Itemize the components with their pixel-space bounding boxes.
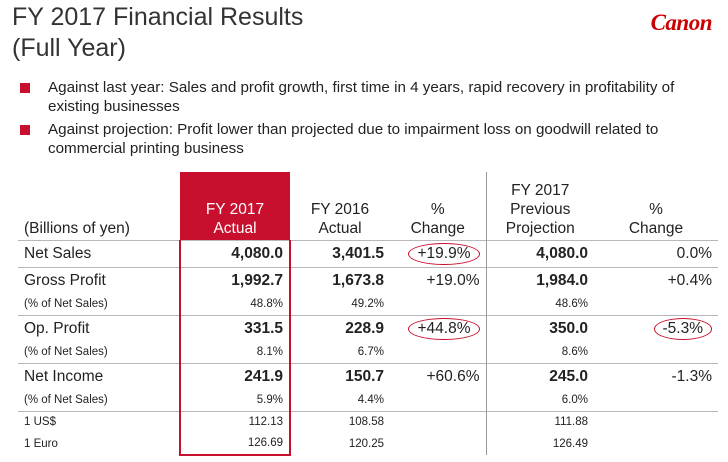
cell-projection: 1,984.0	[485, 267, 594, 294]
table-row-euro-rate: 1 Euro 126.69 120.25 126.49	[18, 433, 718, 456]
bullet-square-icon	[20, 125, 30, 135]
header-fy2016-actual: FY 2016 Actual	[310, 201, 370, 237]
table-row-gross-profit: Gross Profit 1,992.7 1,673.8 +19.0% 1,98…	[18, 267, 718, 294]
title-line-2: (Full Year)	[12, 34, 126, 62]
cell-fy2016: 3,401.5	[290, 240, 390, 268]
cell-pct1	[390, 411, 486, 433]
table-row-net-income: Net Income 241.9 150.7 +60.6% 245.0 -1.3…	[18, 363, 718, 390]
row-label: (% of Net Sales)	[24, 394, 108, 406]
header-previous-projection: FY 2017 Previous Projection	[485, 172, 594, 241]
cell-fy2016: 4.4%	[357, 394, 384, 406]
cell-pct1: +60.6%	[390, 363, 486, 390]
bullet-list: Against last year: Sales and profit grow…	[18, 78, 718, 162]
cell-fy2017: 112.13	[179, 411, 291, 433]
row-label: 1 Euro	[24, 437, 58, 450]
cell-pct1	[390, 294, 486, 316]
cell-pct2: -5.3%	[594, 315, 718, 342]
circled-value: +19.9%	[408, 243, 480, 265]
cell-pct2: +0.4%	[594, 267, 718, 294]
bullet-text: Against projection: Profit lower than pr…	[48, 121, 659, 157]
cell-fy2017: 48.8%	[179, 294, 291, 316]
cell-projection: 48.6%	[485, 294, 594, 316]
cell-pct1: +19.9%	[390, 240, 486, 268]
cell-fy2016: 1,673.8	[290, 267, 390, 294]
row-label: 1 US$	[18, 411, 180, 433]
row-label: Gross Profit	[18, 267, 180, 294]
cell-projection: 8.6%	[485, 342, 594, 364]
cell-pct2	[594, 294, 718, 316]
cell-projection: 350.0	[485, 315, 594, 342]
table-row-op-profit: Op. Profit 331.5 228.9 +44.8% 350.0 -5.3…	[18, 315, 718, 342]
cell-fy2016: 108.58	[290, 411, 390, 433]
cell-pct2	[594, 390, 718, 412]
cell-fy2017: 331.5	[179, 315, 291, 342]
table-row-usd-rate: 1 US$ 112.13 108.58 111.88	[18, 411, 718, 433]
cell-projection: 4,080.0	[485, 240, 594, 268]
cell-pct1: +44.8%	[390, 315, 486, 342]
row-label: Net Sales	[18, 240, 180, 268]
cell-fy2017: 241.9	[179, 363, 291, 390]
row-label: (% of Net Sales)	[24, 298, 108, 310]
header-pct-change-yoy: % Change	[410, 201, 465, 237]
bullet-item: Against projection: Profit lower than pr…	[18, 120, 718, 158]
cell-pct2	[594, 433, 718, 455]
table-row-net-sales: Net Sales 4,080.0 3,401.5 +19.9% 4,080.0…	[18, 240, 718, 268]
cell-fy2017: 126.69	[179, 433, 291, 456]
title-line-1: FY 2017 Financial Results	[12, 3, 304, 31]
cell-projection: 111.88	[485, 411, 594, 433]
header-fy2017-actual: FY 2017 Actual	[180, 172, 290, 241]
cell-pct1: +19.0%	[390, 267, 486, 294]
financial-table-container: (Billions of yen) FY 2017 Actual FY 2016 A…	[18, 172, 718, 462]
bullet-text: Against last year: Sales and profit grow…	[48, 79, 675, 115]
cell-fy2016: 49.2%	[351, 298, 384, 310]
row-label: Net Income	[18, 363, 180, 390]
cell-pct2: -1.3%	[594, 363, 718, 390]
header-pct-change-projection: % Change	[628, 201, 684, 237]
canon-logo: Canon	[650, 10, 713, 35]
cell-pct1	[390, 342, 486, 364]
cell-fy2017: 8.1%	[179, 342, 291, 364]
cell-fy2016: 6.7%	[357, 346, 384, 358]
cell-pct2	[594, 411, 718, 433]
page-title: FY 2017 Financial Results (Full Year)	[12, 2, 303, 64]
table-header-row: (Billions of yen) FY 2017 Actual FY 2016 A…	[18, 172, 718, 241]
row-label: (% of Net Sales)	[24, 346, 108, 358]
table-row-gross-margin: (% of Net Sales) 48.8% 49.2% 48.6%	[18, 294, 718, 316]
cell-pct1	[390, 390, 486, 412]
bullet-item: Against last year: Sales and profit grow…	[18, 78, 718, 116]
cell-fy2016: 120.25	[348, 437, 384, 450]
cell-fy2016: 228.9	[290, 315, 390, 342]
cell-fy2017: 4,080.0	[179, 240, 291, 268]
circled-value: +44.8%	[408, 318, 480, 340]
cell-projection: 6.0%	[485, 390, 594, 412]
cell-fy2016: 150.7	[290, 363, 390, 390]
table-row-net-margin: (% of Net Sales) 5.9% 4.4% 6.0%	[18, 390, 718, 412]
circled-value: -5.3%	[653, 318, 712, 340]
financial-results-table: (Billions of yen) FY 2017 Actual FY 2016 A…	[18, 172, 718, 456]
cell-pct2: 0.0%	[594, 240, 718, 268]
bullet-square-icon	[20, 83, 30, 93]
cell-fy2017: 1,992.7	[179, 267, 291, 294]
cell-projection: 126.49	[485, 433, 594, 455]
row-label: Op. Profit	[18, 315, 180, 342]
header-billions-of-yen: (Billions of yen)	[24, 220, 130, 237]
cell-projection: 245.0	[485, 363, 594, 390]
cell-fy2017: 5.9%	[179, 390, 291, 412]
table-row-op-margin: (% of Net Sales) 8.1% 6.7% 8.6%	[18, 342, 718, 364]
cell-pct1	[390, 433, 486, 455]
cell-pct2	[594, 342, 718, 364]
